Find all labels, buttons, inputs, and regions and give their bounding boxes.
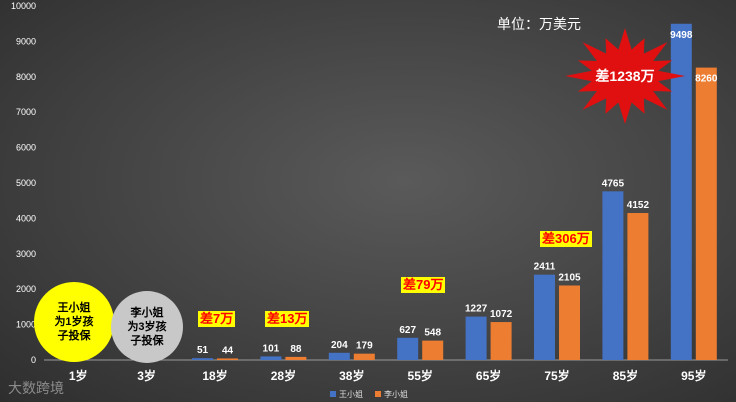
x-tick-label: 85岁 (613, 368, 638, 383)
x-tick-label: 3岁 (137, 368, 156, 383)
watermark-logo: 大数跨境 (8, 380, 64, 396)
x-tick-label: 38岁 (339, 368, 364, 383)
y-tick-label: 4000 (16, 213, 36, 223)
bar-wang (397, 337, 419, 360)
difference-label-18: 差7万 (198, 311, 236, 327)
bar-li (353, 353, 375, 360)
bar-li (695, 67, 717, 360)
bar-li (285, 356, 307, 360)
bar-wang (328, 352, 350, 360)
bar-wang (260, 356, 282, 360)
bar-li (627, 213, 649, 360)
bar-wang (670, 23, 692, 360)
bar-wang (534, 274, 555, 360)
bar-wang (465, 316, 487, 360)
x-tick-label: 75岁 (544, 368, 569, 383)
y-tick-label: 10000 (11, 1, 36, 11)
y-tick-label: 9000 (16, 36, 36, 46)
bubble-wang: 王小姐 为1岁孩 子投保 (34, 282, 114, 362)
y-tick-label: 7000 (16, 107, 36, 117)
data-label: 2411 (534, 262, 556, 273)
x-tick-label: 55岁 (408, 368, 433, 383)
data-label: 1227 (465, 304, 488, 315)
bar-wang (602, 191, 624, 360)
data-label: 101 (263, 343, 280, 354)
legend-label: 李小姐 (384, 389, 408, 399)
x-tick-label: 1岁 (69, 368, 88, 383)
x-tick-label: 18岁 (202, 368, 227, 383)
difference-label-75: 差306万 (540, 231, 592, 247)
bubble-li: 李小姐 为3岁孩 子投保 (111, 291, 183, 363)
bar-li (422, 340, 444, 360)
bar-li (490, 322, 512, 360)
data-label: 548 (424, 328, 441, 339)
x-tick-label: 65岁 (476, 368, 501, 383)
y-tick-label: 5000 (16, 178, 36, 188)
data-label: 627 (399, 325, 416, 336)
data-label: 44 (222, 345, 234, 356)
data-label: 51 (197, 345, 209, 356)
difference-label-28: 差13万 (265, 311, 310, 327)
legend-swatch (375, 391, 381, 397)
y-tick-label: 3000 (16, 249, 36, 259)
data-label: 9498 (670, 30, 693, 41)
x-tick-label: 28岁 (271, 368, 296, 383)
data-label: 88 (290, 344, 302, 355)
bar-wang (192, 358, 213, 360)
y-tick-label: 1000 (16, 320, 36, 330)
data-label: 179 (356, 341, 373, 352)
legend: 王小姐 李小姐 (330, 389, 408, 399)
bar-li (559, 285, 580, 360)
unit-label: 单位：万美元 (497, 16, 581, 32)
difference-label-95: 差1238万 (595, 68, 654, 84)
data-label: 8260 (695, 74, 718, 85)
legend-label: 王小姐 (339, 389, 363, 399)
y-tick-label: 8000 (16, 72, 36, 82)
data-label: 204 (331, 340, 348, 351)
bar-li (217, 358, 238, 360)
difference-label-55: 差79万 (401, 277, 446, 293)
y-tick-label: 2000 (16, 284, 36, 294)
x-tick-label: 95岁 (681, 368, 706, 383)
y-tick-label: 6000 (16, 143, 36, 153)
data-label: 4152 (627, 200, 650, 211)
starburst-shape (565, 28, 685, 124)
starburst-callout: 差1238万 (565, 28, 685, 124)
x-axis: 1岁 3岁 18岁 28岁 38岁 55岁 65岁 75岁 85岁 95岁 (69, 368, 707, 383)
data-label: 2105 (558, 272, 581, 283)
data-label: 4765 (602, 178, 625, 189)
legend-swatch (330, 391, 336, 397)
data-label: 1072 (490, 309, 513, 320)
y-tick-label: 0 (31, 355, 36, 365)
